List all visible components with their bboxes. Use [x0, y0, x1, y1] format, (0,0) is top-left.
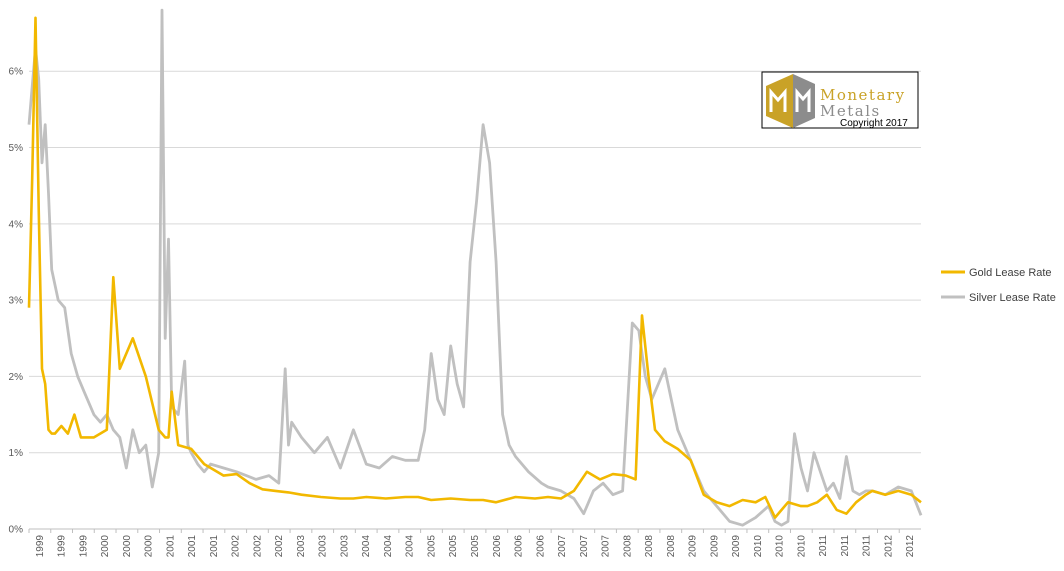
x-tick-label: 2000: [122, 535, 133, 558]
x-tick-label: 2012: [905, 535, 916, 558]
x-tick-label: 2002: [231, 535, 242, 558]
x-tick-label: 2001: [187, 535, 198, 558]
y-tick-label: 3%: [9, 296, 24, 307]
x-axis-ticks: 1999 1999 1999 2000 2000 2000 2001 2001 2001 2002…: [28, 529, 916, 558]
x-tick-label: 2009: [731, 535, 742, 558]
x-tick-label: 2009: [688, 535, 699, 558]
x-tick-label: 2003: [339, 535, 350, 558]
x-tick-label: 2008: [622, 535, 633, 558]
x-tick-label: 1999: [35, 535, 46, 558]
x-tick-label: 2002: [274, 535, 285, 558]
gold-lease-rate-line: [27, 16, 922, 519]
x-tick-label: 2008: [666, 535, 677, 558]
x-tick-label: 2004: [405, 535, 416, 558]
silver-lease-rate-line: [27, 8, 923, 527]
x-tick-label: 2008: [644, 535, 655, 558]
y-tick-label: 0%: [9, 525, 24, 536]
x-tick-label: 2011: [840, 535, 851, 557]
x-tick-label: 2010: [753, 535, 764, 558]
x-tick-label: 2000: [100, 535, 111, 558]
x-tick-label: 2005: [448, 535, 459, 558]
x-tick-label: 2000: [144, 535, 155, 558]
y-axis-ticks: 0% 1% 2% 3% 4% 5% 6%: [9, 67, 24, 536]
x-tick-label: 1999: [78, 535, 89, 558]
x-tick-label: 2010: [796, 535, 807, 558]
legend-label: Silver Lease Rate: [969, 292, 1056, 304]
x-tick-label: 2006: [492, 535, 503, 558]
x-tick-label: 2012: [883, 535, 894, 558]
x-tick-label: 2002: [252, 535, 263, 558]
series-lines: [27, 8, 923, 527]
logo-mark-icon: [766, 74, 815, 128]
y-tick-label: 6%: [9, 67, 24, 78]
x-tick-label: 2004: [361, 535, 372, 558]
x-tick-label: 2004: [383, 535, 394, 558]
logo-copyright: Copyright 2017: [840, 118, 908, 129]
x-tick-label: 2010: [775, 535, 786, 558]
x-tick-label: 2003: [318, 535, 329, 558]
gridlines: [29, 70, 921, 530]
logo-word-monetary: Monetary: [820, 86, 906, 104]
monetary-metals-logo: Monetary Metals Copyright 2017: [761, 71, 919, 129]
y-tick-label: 1%: [9, 448, 24, 459]
x-tick-label: 2011: [862, 535, 873, 557]
x-tick-label: 2006: [514, 535, 525, 558]
x-tick-label: 2007: [557, 535, 568, 558]
logo-word-metals: Metals: [820, 102, 881, 120]
x-tick-label: 1999: [57, 535, 68, 558]
legend: Gold Lease Rate Silver Lease Rate: [941, 267, 1056, 304]
y-tick-label: 5%: [9, 143, 24, 154]
x-tick-label: 2003: [296, 535, 307, 558]
x-tick-label: 2006: [535, 535, 546, 558]
legend-label: Gold Lease Rate: [969, 267, 1052, 279]
x-tick-label: 2011: [818, 535, 829, 557]
x-tick-label: 2009: [709, 535, 720, 558]
x-tick-label: 2007: [601, 535, 612, 558]
x-tick-label: 2001: [165, 535, 176, 558]
x-tick-label: 2001: [209, 535, 220, 558]
y-tick-label: 2%: [9, 372, 24, 383]
x-tick-label: 2005: [470, 535, 481, 558]
y-tick-label: 4%: [9, 219, 24, 230]
x-tick-label: 2005: [426, 535, 437, 558]
x-tick-label: 2007: [579, 535, 590, 558]
